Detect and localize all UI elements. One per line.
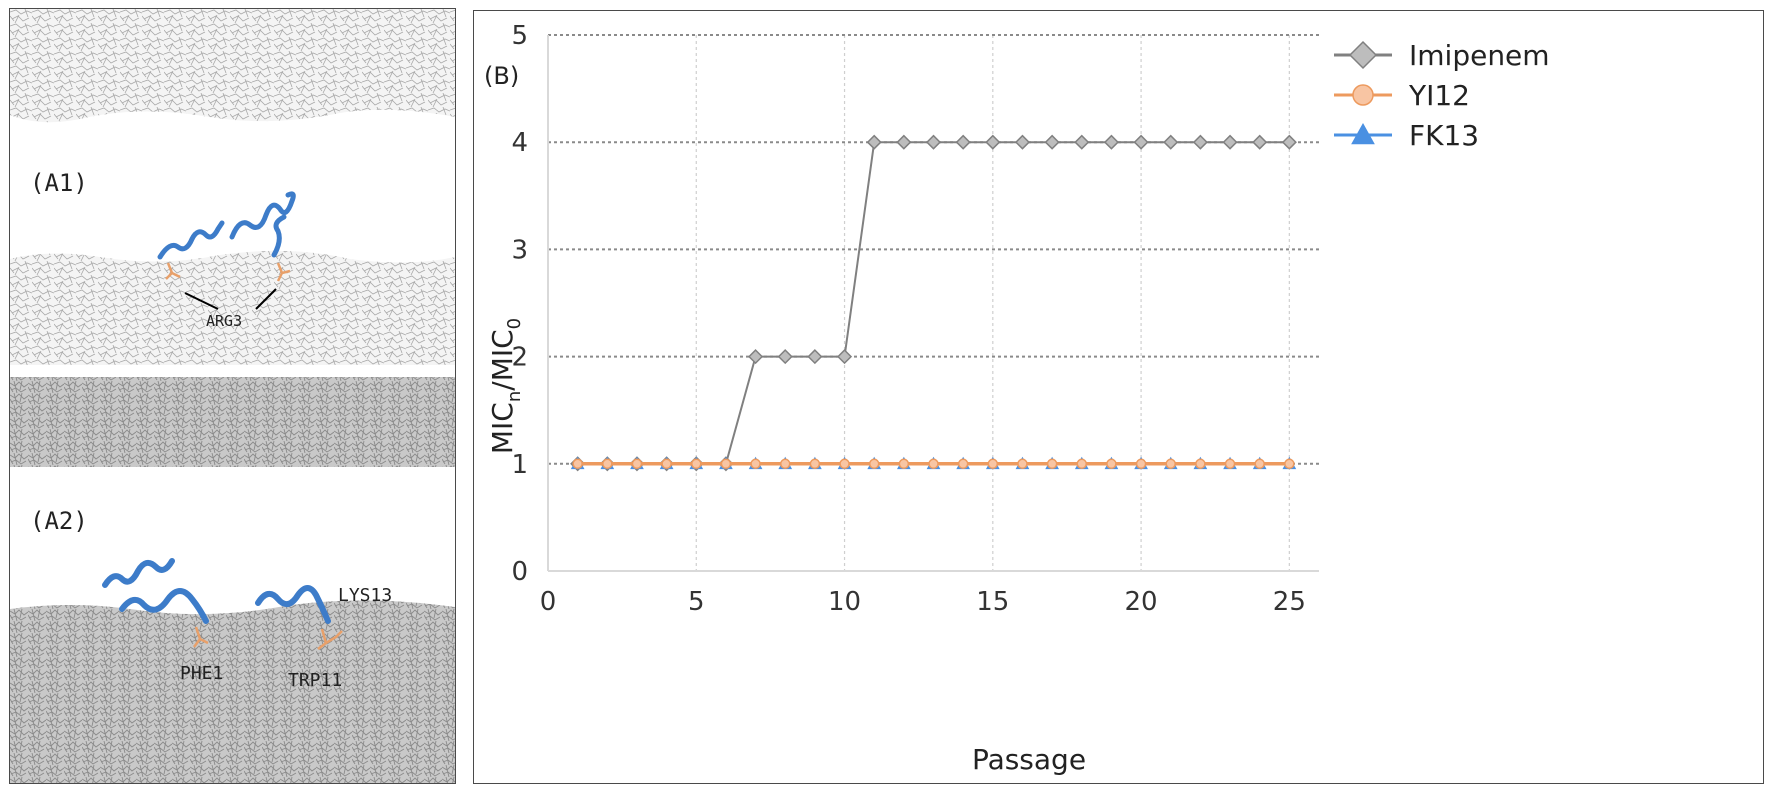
yi12-point [661, 458, 672, 470]
label-a1: (A1) [30, 169, 88, 197]
imipenem-point [1252, 134, 1268, 150]
yi12-point [987, 458, 999, 470]
imipenem-point [1014, 134, 1031, 150]
upper-membrane-a1 [10, 9, 455, 123]
yi12-point [1224, 458, 1236, 470]
imipenem-point [1103, 134, 1119, 150]
yi12-point [1135, 458, 1147, 470]
imipenem-point [1074, 134, 1090, 150]
yi12-point [809, 458, 821, 470]
yi12-point [1106, 458, 1117, 470]
yi12-point [1165, 458, 1176, 470]
imipenem-point [1281, 134, 1297, 150]
imipenem-point [807, 349, 823, 365]
yi12-point [1284, 458, 1295, 470]
imipenem-point [896, 134, 912, 150]
imipenem-point [1192, 134, 1208, 150]
imipenem-point [1163, 134, 1179, 150]
yi12-point [750, 458, 761, 470]
axes [547, 35, 1319, 572]
peptide-helix-a2-right [255, 585, 331, 624]
imipenem-line [577, 141, 1290, 465]
imipenem-point [748, 349, 764, 365]
imipenem-point [836, 349, 853, 365]
yi12-point [1046, 458, 1058, 470]
legend-label-fk13: FK13 [1409, 119, 1479, 152]
arg3-pointer-left [184, 292, 219, 310]
legend-swatch-marker [1351, 122, 1375, 145]
legend-item-imipenem: Imipenem [1334, 39, 1550, 72]
yi12-point [572, 458, 583, 470]
imipenem-point [925, 134, 942, 150]
simulation-snapshots-panel: ARG3 LYS13 PHE1 TRP11 (A1) (A2) [9, 8, 456, 784]
imipenem-point [1133, 134, 1149, 150]
yi12-point [898, 458, 910, 470]
imipenem-point [777, 349, 793, 365]
arg3-pointer-right [255, 288, 277, 310]
upper-membrane-a2 [10, 377, 455, 467]
yi12-point [779, 458, 791, 470]
legend-label-yi12: YI12 [1408, 79, 1470, 112]
peptide-helix-a1-left [157, 220, 225, 260]
tick-labels: 0 5 10 15 20 25 0 1 2 3 4 5 [511, 21, 1305, 617]
yi12-point [868, 458, 880, 470]
yi12-point [957, 458, 969, 470]
grid-lines [548, 34, 1319, 571]
peptide-helix-a1-right [229, 191, 296, 258]
series-yi12 [572, 458, 1295, 470]
imipenem-point [866, 134, 882, 150]
y-tick-label: 2 [511, 343, 528, 373]
y-tick-label: 5 [511, 21, 528, 51]
x-axis-label: Passage [972, 743, 1086, 776]
legend-swatch-marker [1352, 84, 1374, 106]
yi12-point [1017, 458, 1028, 470]
imipenem-point [1044, 134, 1060, 150]
y-tick-label: 1 [511, 450, 528, 480]
yi12-point [602, 458, 613, 470]
y-tick-label: 3 [511, 235, 528, 265]
lower-membrane-a1 [10, 250, 455, 365]
yi12-point [1195, 458, 1206, 470]
y-tick-label: 0 [511, 557, 528, 587]
panel-label-b: (B) [484, 62, 519, 90]
peptide-helix-a2-left [102, 558, 209, 624]
a2-sidechains [193, 626, 343, 650]
yi12-point [720, 458, 732, 470]
imipenem-point [955, 134, 971, 150]
x-tick-label: 5 [688, 587, 705, 617]
mic-line-chart: 0 5 10 15 20 25 0 1 2 3 4 5 (B) Passage MICn/MIC0 I… [484, 21, 1550, 776]
annotation-phe1: PHE1 [180, 663, 223, 684]
series-imipenem [570, 134, 1297, 472]
x-tick-label: 20 [1125, 587, 1158, 617]
x-tick-label: 15 [976, 587, 1009, 617]
yi12-point [1254, 458, 1265, 470]
imipenem-point [1222, 134, 1238, 150]
legend-label-imipenem: Imipenem [1409, 39, 1550, 72]
y-tick-label: 4 [511, 128, 528, 158]
legend-swatch-marker [1348, 40, 1378, 70]
x-tick-label: 0 [540, 587, 557, 617]
yi12-point [691, 458, 702, 470]
annotation-lys13: LYS13 [338, 585, 392, 606]
yi12-point [928, 458, 939, 470]
legend-item-fk13: FK13 [1334, 119, 1479, 152]
arg3-sidechains [165, 262, 291, 282]
annotation-trp11: TRP11 [288, 670, 342, 691]
yi12-point [1076, 458, 1088, 470]
y-axis-label: MICn/MIC0 [486, 318, 525, 454]
legend: Imipenem YI12 FK13 [1334, 39, 1550, 152]
label-a2: (A2) [30, 507, 88, 535]
imipenem-point [985, 134, 1001, 150]
x-tick-label: 10 [828, 587, 861, 617]
mic-chart-panel: 0 5 10 15 20 25 0 1 2 3 4 5 (B) Passage MICn/MIC0 I… [473, 10, 1764, 784]
yi12-point [839, 458, 850, 470]
simulation-snapshots-image: ARG3 LYS13 PHE1 TRP11 (A1) (A2) [10, 9, 455, 783]
annotation-arg3: ARG3 [206, 312, 242, 330]
lower-membrane-a2 [10, 600, 455, 783]
yi12-point [631, 458, 643, 470]
series-lines [570, 134, 1297, 472]
x-tick-label: 25 [1273, 587, 1306, 617]
legend-item-yi12: YI12 [1334, 79, 1470, 112]
